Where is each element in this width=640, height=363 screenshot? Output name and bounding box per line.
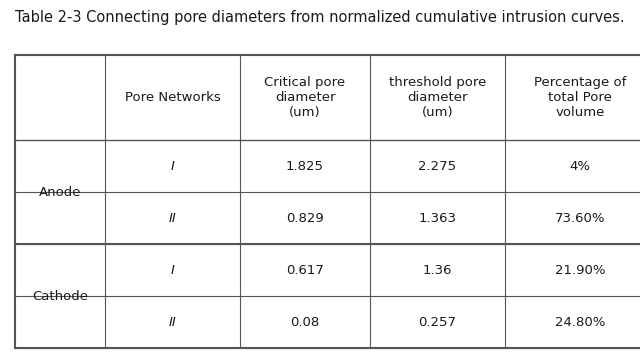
Text: 0.617: 0.617	[286, 264, 324, 277]
Text: 2.275: 2.275	[419, 159, 456, 172]
Text: 24.80%: 24.80%	[555, 315, 605, 329]
Text: 0.08: 0.08	[291, 315, 319, 329]
Text: 21.90%: 21.90%	[555, 264, 605, 277]
Text: 73.60%: 73.60%	[555, 212, 605, 224]
Text: II: II	[168, 315, 177, 329]
Text: 0.257: 0.257	[419, 315, 456, 329]
Text: threshold pore
diameter
(um): threshold pore diameter (um)	[389, 76, 486, 119]
Text: Critical pore
diameter
(um): Critical pore diameter (um)	[264, 76, 346, 119]
Text: I: I	[171, 159, 175, 172]
Text: II: II	[168, 212, 177, 224]
Text: Pore Networks: Pore Networks	[125, 91, 220, 104]
Text: 1.825: 1.825	[286, 159, 324, 172]
Text: Anode: Anode	[39, 185, 81, 199]
Text: Percentage of
total Pore
volume: Percentage of total Pore volume	[534, 76, 626, 119]
Text: I: I	[171, 264, 175, 277]
Text: Cathode: Cathode	[32, 290, 88, 302]
Text: 1.36: 1.36	[423, 264, 452, 277]
Text: Table 2-3 Connecting pore diameters from normalized cumulative intrusion curves.: Table 2-3 Connecting pore diameters from…	[15, 10, 625, 25]
Text: 4%: 4%	[570, 159, 591, 172]
Text: 0.829: 0.829	[286, 212, 324, 224]
Text: 1.363: 1.363	[419, 212, 456, 224]
